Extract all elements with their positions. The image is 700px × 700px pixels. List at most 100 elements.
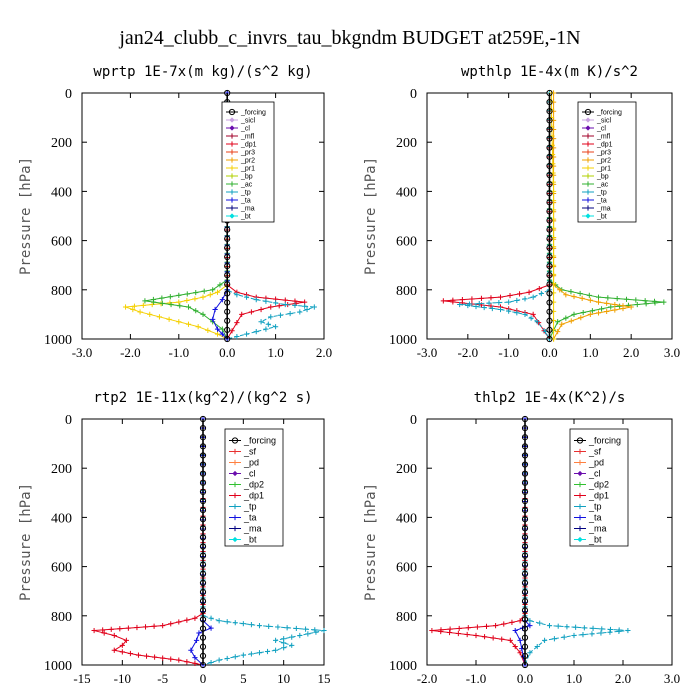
legend-label: _mfl [240,133,255,140]
y-tick-label: 600 [396,235,417,250]
x-tick-label: -3.0 [417,345,438,360]
point-marker [201,288,207,294]
legend-label: _ta [596,197,607,204]
point-marker [563,292,569,298]
x-tick-label: -1.0 [498,345,519,360]
point-marker [122,304,129,310]
point-marker [483,623,490,629]
point-marker [546,290,553,297]
point-marker [607,629,613,635]
point-marker [534,643,540,650]
point-marker [176,299,182,305]
point-marker [127,650,133,657]
point-marker [546,99,553,106]
legend-entry: _mfl [582,133,611,140]
point-marker [521,589,529,596]
point-marker [276,303,282,309]
legend: _forcing_sf_pd_cl_dp2_dp1_tp_ta_ma_bt [569,428,629,547]
point-marker [530,294,536,300]
point-marker [275,624,281,630]
point-marker [620,305,626,312]
legend-entry: _bp [226,173,253,180]
legend-label: _dp1 [243,491,264,501]
x-tick-label: 2.0 [615,671,631,686]
point-marker [447,626,453,632]
point-marker [232,503,238,510]
point-marker [268,314,274,320]
point-marker [585,117,591,123]
point-marker [265,321,271,327]
legend-entry: _sf [574,447,602,457]
point-marker [229,197,235,203]
point-marker [551,636,557,642]
point-marker [232,492,238,499]
point-marker [264,648,271,655]
point-marker [527,623,533,629]
x-tick-label: 5 [240,671,247,686]
point-marker [199,570,207,577]
legend-label: _pr2 [240,157,255,164]
legend-label: _sicl [240,117,255,124]
point-marker [497,306,504,313]
legend: _forcing_sicl_cl_mfl_dp1_pr3_pr2_pr1_bp_… [221,101,275,223]
legend-label: _ta [243,513,257,523]
series-forcing [521,415,529,669]
legend-label: _tp [240,189,251,196]
point-marker [193,637,200,643]
point-marker [481,304,487,311]
legend-entry: _ma [226,205,255,212]
point-marker [297,632,303,639]
point-marker [217,282,223,288]
point-marker [585,189,591,195]
point-marker [585,181,591,187]
point-marker [521,579,529,587]
point-marker [199,625,207,632]
y-axis-label: Pressure [hPa] [363,157,379,275]
point-marker [176,319,182,325]
point-marker [224,253,231,261]
legend-entry: _dp1 [574,491,609,501]
point-marker [192,615,198,621]
point-marker [521,598,529,605]
x-tick-label: -2.0 [120,345,141,360]
point-marker [142,298,148,304]
legend-entry: _dp1 [226,141,257,148]
panels: wprtp 1E-7x(m kg)/(s^2 kg) Pressure [hPa]… [18,64,680,686]
y-tick-label: 400 [396,185,417,200]
y-axis-label: Pressure [hPa] [363,483,379,601]
point-marker [125,625,131,631]
legend-entry: _cl [574,469,601,479]
point-marker [219,297,225,303]
plot-frame [426,418,673,666]
point-marker [289,642,295,648]
point-marker [546,162,553,169]
point-marker [616,628,622,634]
point-marker [199,598,207,605]
point-marker [522,296,528,302]
point-marker [546,217,553,224]
y-tick-label: 400 [51,185,72,200]
point-marker [595,310,602,316]
legend-entry: _forcing [229,436,276,446]
point-marker [528,315,534,321]
point-marker [232,525,238,532]
point-marker [526,289,532,295]
point-marker [142,624,149,630]
chart-panel-2: wpthlp 1E-4x(m K)/s^2 Pressure [hPa] -3.0 -… [363,64,680,360]
point-marker [208,625,214,631]
point-marker [557,287,563,293]
point-marker [527,618,533,624]
point-marker [91,627,97,634]
point-marker [612,301,618,308]
point-marker [224,89,231,97]
point-marker [512,627,518,634]
point-marker [159,295,165,301]
legend-label: _bt [596,213,607,220]
legend-entry: _pd [574,458,604,468]
point-marker [546,135,553,142]
legend-entry: _cl [582,125,606,132]
y-tick-label: 200 [51,136,72,151]
point-marker [585,125,591,131]
legend-label: _mfl [596,133,611,140]
